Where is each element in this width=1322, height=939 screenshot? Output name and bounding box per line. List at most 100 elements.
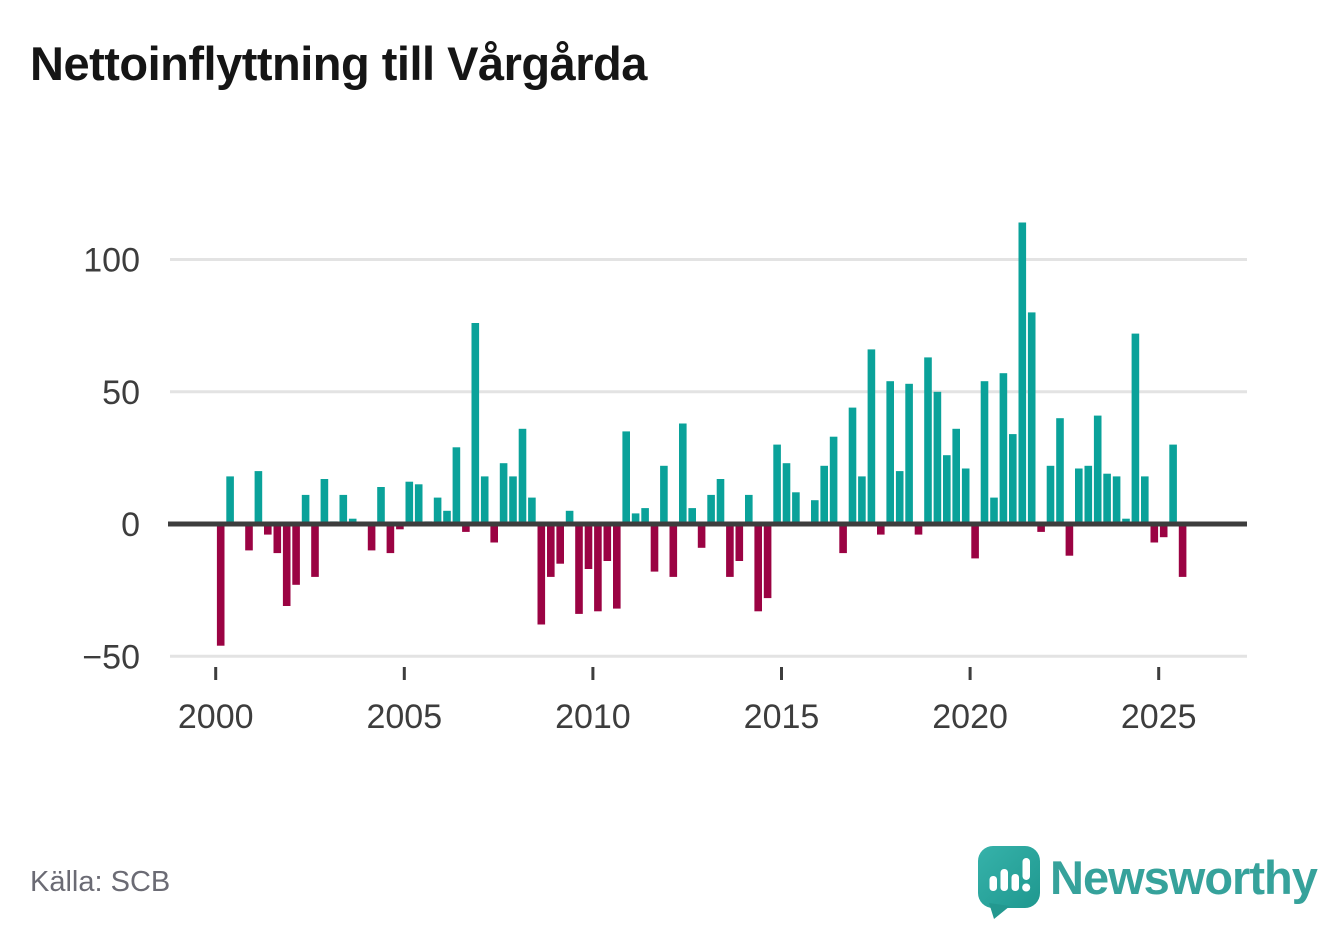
bar-2018Q3	[914, 524, 923, 535]
bar-2011Q3	[650, 524, 659, 572]
bar-2017Q1	[858, 476, 866, 524]
bar-2022Q3	[1065, 524, 1074, 556]
bar-2007Q4	[509, 476, 517, 524]
bar-2012Q2	[679, 423, 687, 524]
bar-2017Q4	[886, 381, 894, 524]
bar-2010Q4	[622, 431, 630, 524]
bar-2024Q3	[1141, 476, 1149, 524]
bar-2010Q3	[613, 524, 621, 609]
bar-2015Q2	[792, 492, 800, 524]
newsworthy-logo-icon	[978, 846, 1040, 919]
bar-2013Q4	[735, 524, 744, 561]
bar-2021Q4	[1037, 524, 1045, 532]
bar-2005Q1	[405, 481, 414, 524]
bar-2005Q2	[414, 484, 423, 524]
bar-2015Q1	[782, 463, 791, 524]
bar-2025Q2	[1169, 444, 1177, 524]
bar-2007Q1	[480, 476, 489, 524]
bar-2006Q3	[462, 524, 470, 532]
bar-2001Q4	[282, 524, 291, 606]
brand-wordmark: Newsworthy	[1050, 851, 1318, 904]
bar-2020Q1	[971, 524, 979, 559]
bar-2021Q1	[1009, 434, 1017, 524]
bar-2021Q3	[1027, 312, 1036, 524]
bar-2003Q2	[339, 494, 348, 524]
x-tick-label-2020: 2020	[932, 698, 1008, 736]
y-tick-label-100: 100	[83, 242, 140, 280]
x-tick-label-2025: 2025	[1121, 698, 1197, 736]
bar-2010Q1	[594, 524, 602, 612]
x-tick-label-2005: 2005	[366, 698, 442, 736]
bar-2023Q3	[1103, 473, 1111, 524]
bar-2006Q4	[471, 323, 480, 524]
bar-2016Q4	[848, 407, 857, 524]
bar-2007Q3	[499, 463, 508, 524]
bar-2025Q3	[1178, 524, 1187, 577]
bar-2020Q4	[999, 373, 1008, 524]
bar-2024Q1	[1122, 518, 1130, 524]
y-tick-label--50: −50	[82, 638, 140, 676]
bar-2002Q2	[301, 494, 310, 524]
bar-2001Q3	[273, 524, 282, 554]
bar-2005Q4	[433, 497, 442, 524]
bar-2000Q4	[245, 524, 253, 551]
bar-2006Q2	[452, 447, 461, 524]
y-tick-label-0: 0	[121, 506, 140, 544]
bar-2022Q2	[1056, 418, 1064, 524]
bar-2009Q1	[556, 524, 564, 564]
bar-2008Q3	[537, 524, 546, 625]
bar-2020Q3	[990, 497, 998, 524]
bar-2019Q3	[952, 428, 960, 524]
bar-2001Q2	[264, 524, 272, 535]
y-tick-label-50: 50	[102, 374, 140, 412]
bar-2004Q1	[367, 524, 376, 551]
source-label: Källa: SCB	[30, 866, 171, 898]
bar-2016Q3	[839, 524, 847, 554]
bar-2000Q2	[226, 476, 234, 524]
bar-2011Q2	[641, 508, 649, 524]
bar-2017Q2	[867, 349, 876, 524]
bar-2018Q2	[905, 383, 913, 524]
bar-2014Q2	[754, 524, 762, 612]
bar-2008Q2	[528, 497, 536, 524]
bar-2008Q1	[518, 428, 527, 524]
bar-2006Q1	[443, 510, 451, 524]
bar-2002Q3	[311, 524, 319, 577]
bar-2012Q1	[669, 524, 678, 577]
bar-2024Q4	[1150, 524, 1159, 543]
bar-2023Q4	[1112, 476, 1121, 524]
bar-2011Q4	[660, 465, 668, 524]
bar-2010Q2	[603, 524, 612, 561]
x-tick-label-2010: 2010	[555, 698, 631, 736]
x-tick-label-2000: 2000	[178, 698, 254, 736]
bar-2018Q4	[924, 357, 932, 524]
bar-2000Q1	[216, 524, 225, 646]
bar-2016Q1	[820, 465, 828, 524]
bar-2002Q1	[292, 524, 300, 585]
bar-2004Q2	[377, 487, 385, 524]
bar-2016Q2	[829, 436, 838, 524]
bar-2014Q3	[763, 524, 772, 599]
bar-2017Q3	[877, 524, 885, 535]
bar-2014Q4	[773, 444, 781, 524]
bar-2007Q2	[490, 524, 498, 543]
x-tick-label-2015: 2015	[744, 698, 820, 736]
bar-2023Q2	[1093, 415, 1102, 524]
bar-2004Q3	[386, 524, 395, 554]
bar-2004Q4	[396, 524, 404, 530]
chart-title: Nettoinflyttning till Vårgårda	[30, 37, 647, 90]
bar-2024Q2	[1131, 333, 1140, 524]
bar-2018Q1	[895, 471, 904, 524]
bar-2022Q1	[1046, 465, 1055, 524]
bar-2009Q4	[584, 524, 593, 569]
bar-2013Q3	[726, 524, 734, 577]
bar-2019Q1	[933, 391, 942, 525]
bar-2012Q3	[688, 508, 696, 524]
bar-2012Q4	[697, 524, 706, 548]
bar-2025Q1	[1159, 524, 1168, 538]
bar-2008Q4	[547, 524, 555, 577]
bar-2001Q1	[254, 471, 263, 524]
bar-2002Q4	[320, 479, 329, 524]
